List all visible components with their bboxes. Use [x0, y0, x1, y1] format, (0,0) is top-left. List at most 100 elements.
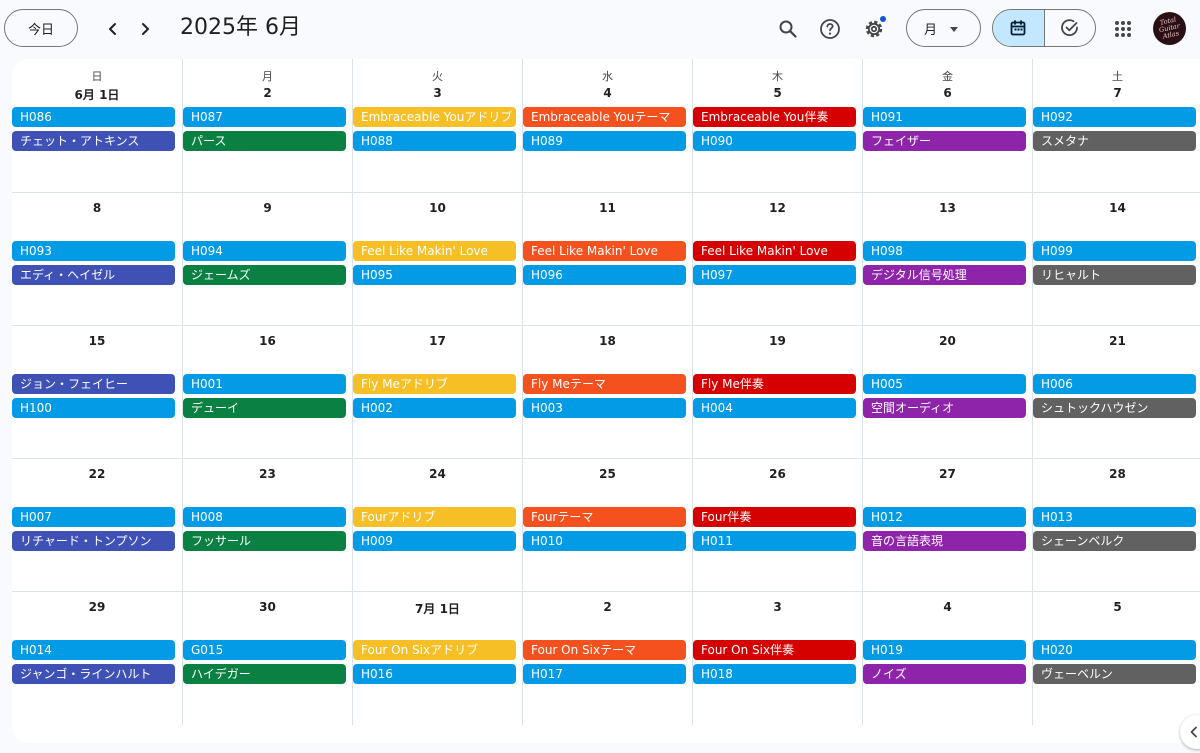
event-chip[interactable]: Fly Meテーマ — [523, 374, 686, 394]
event-chip[interactable]: H003 — [523, 398, 686, 418]
day-cell[interactable]: 15 ジョン・フェイヒー H100 — [12, 326, 182, 459]
day-cell[interactable]: 20 H005 空間オーディオ — [862, 326, 1032, 459]
event-chip[interactable]: スメタナ — [1033, 131, 1196, 151]
day-number[interactable]: 19 — [769, 334, 786, 348]
help-button[interactable] — [813, 12, 847, 46]
event-chip[interactable]: Feel Like Makin' Love — [693, 241, 856, 261]
day-cell[interactable]: 24 Fourアドリブ H009 — [352, 459, 522, 592]
day-cell[interactable]: 日 6月 1日 H086 チェット・アトキンス — [12, 59, 182, 192]
day-cell[interactable]: 月 2 H087 パース — [182, 59, 352, 192]
event-chip[interactable]: ノイズ — [863, 664, 1026, 684]
event-chip[interactable]: チェット・アトキンス — [12, 131, 175, 151]
event-chip[interactable]: H004 — [693, 398, 856, 418]
previous-month-button[interactable] — [98, 14, 128, 44]
event-chip[interactable]: Embraceable Youアドリブ — [353, 107, 516, 127]
day-number[interactable]: 22 — [88, 467, 106, 481]
day-number[interactable]: 10 — [429, 201, 446, 215]
account-avatar[interactable]: Total Guitar Atlas — [1153, 12, 1186, 45]
day-number[interactable]: 4 — [603, 86, 612, 100]
day-cell[interactable]: 19 Fly Me伴奏 H004 — [692, 326, 862, 459]
event-chip[interactable]: H089 — [523, 131, 686, 151]
day-cell[interactable]: 28 H013 シェーンベルク — [1032, 459, 1200, 592]
event-chip[interactable]: H012 — [863, 507, 1026, 527]
event-chip[interactable]: H016 — [353, 664, 516, 684]
day-number[interactable]: 20 — [939, 334, 956, 348]
event-chip[interactable]: H086 — [12, 107, 175, 127]
event-chip[interactable]: リヒャルト — [1033, 265, 1196, 285]
day-number[interactable]: 6月 1日 — [74, 88, 120, 102]
day-number[interactable]: 24 — [429, 467, 446, 481]
day-cell[interactable]: 木 5 Embraceable You伴奏 H090 — [692, 59, 862, 192]
event-chip[interactable]: フッサール — [183, 531, 346, 551]
event-chip[interactable]: ジョン・フェイヒー — [12, 374, 175, 394]
event-chip[interactable]: H008 — [183, 507, 346, 527]
event-chip[interactable]: H014 — [12, 640, 175, 660]
day-number[interactable]: 18 — [599, 334, 616, 348]
event-chip[interactable]: シュトックハウゼン — [1033, 398, 1196, 418]
event-chip[interactable]: H091 — [863, 107, 1026, 127]
day-cell[interactable]: 23 H008 フッサール — [182, 459, 352, 592]
event-chip[interactable]: Four On Sixアドリブ — [353, 640, 516, 660]
day-number[interactable]: 29 — [88, 600, 106, 614]
day-number[interactable]: 5 — [773, 86, 782, 100]
day-number[interactable]: 3 — [433, 86, 442, 100]
day-cell[interactable]: 5 H020 ヴェーベルン — [1032, 592, 1200, 725]
day-cell[interactable]: 12 Feel Like Makin' Love H097 — [692, 193, 862, 326]
event-chip[interactable]: H009 — [353, 531, 516, 551]
day-number[interactable]: 17 — [429, 334, 446, 348]
day-cell[interactable]: 10 Feel Like Makin' Love H095 — [352, 193, 522, 326]
event-chip[interactable]: H017 — [523, 664, 686, 684]
day-cell[interactable]: 26 Four伴奏 H011 — [692, 459, 862, 592]
event-chip[interactable]: エディ・ヘイゼル — [12, 265, 175, 285]
day-number[interactable]: 8 — [92, 201, 102, 215]
event-chip[interactable]: H001 — [183, 374, 346, 394]
day-number[interactable]: 27 — [939, 467, 956, 481]
day-cell[interactable]: 3 Four On Six伴奏 H018 — [692, 592, 862, 725]
event-chip[interactable]: H005 — [863, 374, 1026, 394]
event-chip[interactable]: 空間オーディオ — [863, 398, 1026, 418]
event-chip[interactable]: H090 — [693, 131, 856, 151]
day-number[interactable]: 26 — [769, 467, 786, 481]
day-number[interactable]: 7 — [1113, 86, 1122, 100]
day-cell[interactable]: 14 H099 リヒャルト — [1032, 193, 1200, 326]
day-number[interactable]: 13 — [939, 201, 956, 215]
day-cell[interactable]: 土 7 H092 スメタナ — [1032, 59, 1200, 192]
event-chip[interactable]: Embraceable Youテーマ — [523, 107, 686, 127]
event-chip[interactable]: ジャンゴ・ラインハルト — [12, 664, 175, 684]
event-chip[interactable]: 音の言語表現 — [863, 531, 1026, 551]
day-cell[interactable]: 25 Fourテーマ H010 — [522, 459, 692, 592]
event-chip[interactable]: H018 — [693, 664, 856, 684]
event-chip[interactable]: Fly Me伴奏 — [693, 374, 856, 394]
day-number[interactable]: 12 — [769, 201, 786, 215]
event-chip[interactable]: H100 — [12, 398, 175, 418]
day-cell[interactable]: 8 H093 エディ・ヘイゼル — [12, 193, 182, 326]
event-chip[interactable]: H002 — [353, 398, 516, 418]
day-cell[interactable]: 火 3 Embraceable Youアドリブ H088 — [352, 59, 522, 192]
event-chip[interactable]: H099 — [1033, 241, 1196, 261]
event-chip[interactable]: H007 — [12, 507, 175, 527]
event-chip[interactable]: H019 — [863, 640, 1026, 660]
event-chip[interactable]: Fourテーマ — [523, 507, 686, 527]
event-chip[interactable]: Fourアドリブ — [353, 507, 516, 527]
settings-button[interactable] — [857, 12, 891, 46]
event-chip[interactable]: Feel Like Makin' Love — [353, 241, 516, 261]
day-number[interactable]: 7月 1日 — [415, 602, 460, 616]
day-number[interactable]: 23 — [259, 467, 276, 481]
day-cell[interactable]: 17 Fly Meアドリブ H002 — [352, 326, 522, 459]
event-chip[interactable]: ヴェーベルン — [1033, 664, 1196, 684]
today-button[interactable]: 今日 — [4, 9, 78, 47]
day-cell[interactable]: 22 H007 リチャード・トンプソン — [12, 459, 182, 592]
day-number[interactable]: 9 — [263, 201, 272, 215]
day-cell[interactable]: 21 H006 シュトックハウゼン — [1032, 326, 1200, 459]
day-number[interactable]: 30 — [259, 600, 276, 614]
event-chip[interactable]: H094 — [183, 241, 346, 261]
event-chip[interactable]: H097 — [693, 265, 856, 285]
day-cell[interactable]: 金 6 H091 フェイザー — [862, 59, 1032, 192]
day-cell[interactable]: 水 4 Embraceable Youテーマ H089 — [522, 59, 692, 192]
event-chip[interactable]: リチャード・トンプソン — [12, 531, 175, 551]
event-chip[interactable]: Four伴奏 — [693, 507, 856, 527]
day-number[interactable]: 3 — [773, 600, 782, 614]
event-chip[interactable]: Four On Sixテーマ — [523, 640, 686, 660]
view-selector[interactable]: 月 — [906, 9, 981, 47]
day-cell[interactable]: 13 H098 デジタル信号処理 — [862, 193, 1032, 326]
